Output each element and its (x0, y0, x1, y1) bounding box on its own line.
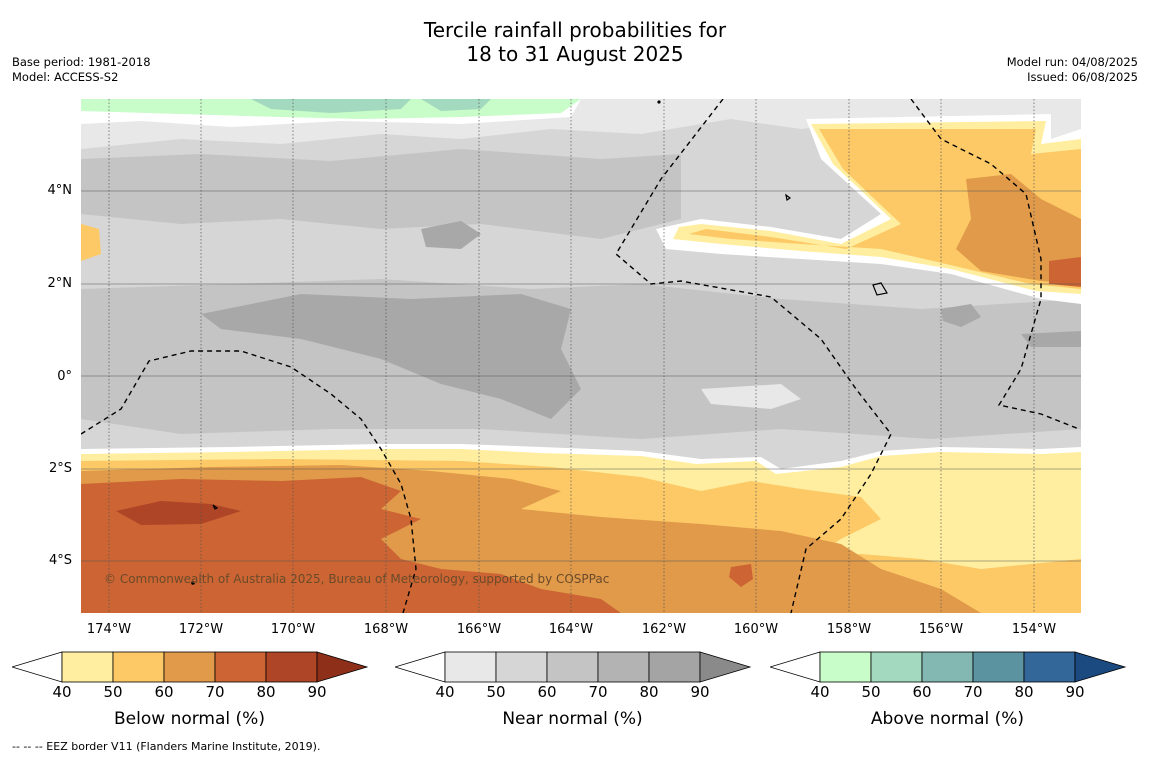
lat-label-2n: 2°N (47, 276, 73, 291)
colorbar-over-arrow (699, 651, 752, 683)
lon-label-158w: 158°W (826, 622, 872, 637)
island-1 (785, 193, 792, 201)
colorbar-segment (648, 651, 701, 683)
meta-right: Model run: 04/08/2025 Issued: 06/08/2025 (1007, 55, 1138, 85)
colorbar-near-normal (395, 651, 752, 683)
above-normal-50 (251, 99, 411, 113)
colorbar-tick-label: 90 (307, 683, 327, 701)
lat-label-2s: 2°S (48, 461, 72, 476)
colorbar-tick-label: 70 (588, 683, 608, 701)
colorbar-tick-label: 40 (435, 683, 455, 701)
eez-footer-note: -- -- -- EEZ border V11 (Flanders Marine… (12, 740, 321, 753)
grid-lines (81, 190, 1081, 562)
colorbar-tick-label: 90 (1065, 683, 1085, 701)
colorbar-segment (444, 651, 497, 683)
colorbar-under-arrow (12, 651, 63, 683)
colorbar-segment (870, 651, 923, 683)
below-normal-40-left (81, 224, 101, 261)
lon-label-162w: 162°W (641, 622, 687, 637)
colorbar-title-near: Near normal (%) (502, 709, 643, 729)
colorbar-tick-label: 50 (486, 683, 506, 701)
colorbar-segment (819, 651, 872, 683)
colorbar-segment (265, 651, 318, 683)
model-run: Model run: 04/08/2025 (1006, 55, 1138, 69)
colorbar-segment (972, 651, 1025, 683)
colorbar-tick-label: 70 (963, 683, 983, 701)
eez-borders (81, 99, 1080, 613)
colorbar-tick-label: 50 (103, 683, 123, 701)
colorbar-tick-label: 50 (861, 683, 881, 701)
colorbar-segment (921, 651, 974, 683)
lon-label-156w: 156°W (918, 622, 964, 637)
near-normal-70-spot-2 (941, 304, 981, 327)
title-line-2: 18 to 31 August 2025 (466, 42, 684, 66)
below-normal-70-spot (729, 564, 753, 587)
colorbar-tick-label: 60 (154, 683, 174, 701)
colorbar-tick-label: 80 (256, 683, 276, 701)
colorbar-tick-label: 70 (205, 683, 225, 701)
colorbar-title-above: Above normal (%) (870, 709, 1025, 729)
colorbar-segment (495, 651, 548, 683)
colorbar-tick-label: 40 (52, 683, 72, 701)
below-normal-70-ur (1049, 257, 1081, 287)
issued-date: Issued: 06/08/2025 (1027, 70, 1138, 84)
islands (191, 100, 888, 585)
rainfall-probability-map (81, 99, 1081, 613)
near-normal-60-band-1 (81, 149, 681, 239)
colorbar-title-below: Below normal (%) (114, 709, 265, 729)
island-2 (872, 282, 888, 296)
colorbar-segment (1023, 651, 1076, 683)
base-period: Base period: 1981-2018 (12, 55, 151, 69)
colorbar-tick-label: 40 (810, 683, 830, 701)
meta-left: Base period: 1981-2018 Model: ACCESS-S2 (12, 55, 151, 85)
below-normal-80-spot (116, 501, 241, 525)
near-normal-70-spot-3 (1021, 331, 1081, 347)
lat-label-4n: 4°N (47, 183, 73, 198)
colorbar-tick-label: 60 (912, 683, 932, 701)
lon-label-172w: 172°W (178, 622, 224, 637)
near-normal-70-band (201, 294, 581, 419)
colorbar-over-arrow (1074, 651, 1127, 683)
lon-label-154w: 154°W (1011, 622, 1057, 637)
colorbar-over-arrow (316, 651, 369, 683)
colorbar-segment (546, 651, 599, 683)
lon-label-170w: 170°W (270, 622, 316, 637)
lat-label-4s: 4°S (48, 553, 72, 568)
colorbar-segment (112, 651, 165, 683)
copyright-notice: © Commonwealth of Australia 2025, Bureau… (104, 572, 610, 586)
colorbar-segment (214, 651, 267, 683)
colorbar-segment (61, 651, 114, 683)
lat-label-0: 0° (57, 369, 72, 384)
eez-border-east (910, 99, 1080, 430)
near-normal-70-spot-1 (421, 221, 481, 249)
lon-label-164w: 164°W (548, 622, 594, 637)
meridian-lines (108, 99, 1035, 613)
colorbar-below-normal (12, 651, 369, 683)
model-name: Model: ACCESS-S2 (12, 70, 119, 84)
island-4 (191, 581, 195, 585)
colorbar-tick-label: 80 (1014, 683, 1034, 701)
eez-border-west (81, 350, 417, 613)
colorbar-tick-label: 90 (690, 683, 710, 701)
colorbar-segment (163, 651, 216, 683)
island-3 (212, 504, 219, 510)
colorbar-under-arrow (770, 651, 821, 683)
colorbar-above-normal (770, 651, 1127, 683)
above-normal-50b (421, 99, 491, 111)
near-normal-40-spot (701, 384, 801, 409)
colorbar-under-arrow (395, 651, 446, 683)
map-title: Tercile rainfall probabilities for 18 to… (0, 18, 1150, 66)
lon-label-174w: 174°W (86, 622, 132, 637)
colorbar-tick-label: 80 (639, 683, 659, 701)
colorbar-tick-label: 60 (537, 683, 557, 701)
below-normal-60-ur (956, 174, 1081, 284)
colorbar-segment (597, 651, 650, 683)
lon-label-168w: 168°W (363, 622, 409, 637)
lon-label-160w: 160°W (733, 622, 779, 637)
lon-label-166w: 166°W (456, 622, 502, 637)
island-5 (657, 100, 661, 104)
title-line-1: Tercile rainfall probabilities for (423, 18, 727, 42)
